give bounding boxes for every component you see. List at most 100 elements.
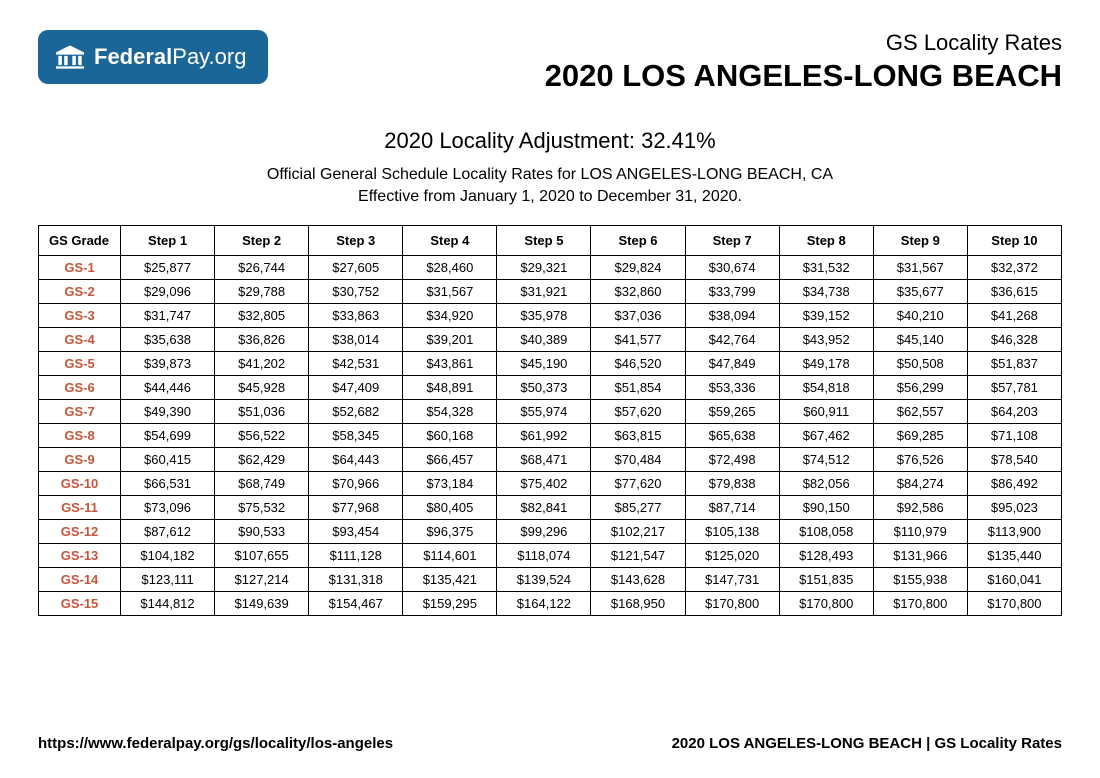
table-row: GS-12$87,612$90,533$93,454$96,375$99,296… <box>39 520 1062 544</box>
pay-table: GS Grade Step 1Step 2Step 3Step 4Step 5S… <box>38 225 1062 616</box>
pay-cell: $108,058 <box>779 520 873 544</box>
pay-cell: $127,214 <box>215 568 309 592</box>
pay-cell: $66,531 <box>121 472 215 496</box>
pay-cell: $39,201 <box>403 328 497 352</box>
pay-cell: $85,277 <box>591 496 685 520</box>
pay-cell: $59,265 <box>685 400 779 424</box>
table-row: GS-4$35,638$36,826$38,014$39,201$40,389$… <box>39 328 1062 352</box>
col-header-step: Step 8 <box>779 226 873 256</box>
grade-cell: GS-15 <box>39 592 121 616</box>
pay-cell: $45,190 <box>497 352 591 376</box>
pay-cell: $80,405 <box>403 496 497 520</box>
adjustment-line: 2020 Locality Adjustment: 32.41% <box>38 128 1062 154</box>
table-row: GS-6$44,446$45,928$47,409$48,891$50,373$… <box>39 376 1062 400</box>
pay-cell: $46,520 <box>591 352 685 376</box>
pay-cell: $144,812 <box>121 592 215 616</box>
pay-cell: $61,992 <box>497 424 591 448</box>
pay-cell: $147,731 <box>685 568 779 592</box>
pay-cell: $111,128 <box>309 544 403 568</box>
pay-cell: $105,138 <box>685 520 779 544</box>
table-row: GS-13$104,182$107,655$111,128$114,601$11… <box>39 544 1062 568</box>
table-row: GS-1$25,877$26,744$27,605$28,460$29,321$… <box>39 256 1062 280</box>
pay-cell: $56,299 <box>873 376 967 400</box>
pay-cell: $110,979 <box>873 520 967 544</box>
pay-cell: $139,524 <box>497 568 591 592</box>
pay-cell: $34,920 <box>403 304 497 328</box>
pay-cell: $96,375 <box>403 520 497 544</box>
pay-cell: $38,014 <box>309 328 403 352</box>
pay-cell: $32,860 <box>591 280 685 304</box>
pay-cell: $90,150 <box>779 496 873 520</box>
pay-cell: $73,096 <box>121 496 215 520</box>
pay-cell: $72,498 <box>685 448 779 472</box>
col-header-step: Step 10 <box>967 226 1061 256</box>
grade-cell: GS-5 <box>39 352 121 376</box>
pay-cell: $31,747 <box>121 304 215 328</box>
pay-cell: $32,805 <box>215 304 309 328</box>
logo-text: FederalPay.org <box>94 44 246 70</box>
subtitle: Official General Schedule Locality Rates… <box>38 164 1062 207</box>
pay-cell: $43,861 <box>403 352 497 376</box>
pay-cell: $54,328 <box>403 400 497 424</box>
grade-cell: GS-3 <box>39 304 121 328</box>
table-row: GS-7$49,390$51,036$52,682$54,328$55,974$… <box>39 400 1062 424</box>
pay-cell: $123,111 <box>121 568 215 592</box>
pay-cell: $151,835 <box>779 568 873 592</box>
col-header-step: Step 5 <box>497 226 591 256</box>
pay-cell: $57,620 <box>591 400 685 424</box>
pay-cell: $135,440 <box>967 544 1061 568</box>
footer-url: https://www.federalpay.org/gs/locality/l… <box>38 735 393 752</box>
pay-cell: $29,788 <box>215 280 309 304</box>
pay-cell: $74,512 <box>779 448 873 472</box>
pay-cell: $66,457 <box>403 448 497 472</box>
subtitle-line2: Effective from January 1, 2020 to Decemb… <box>358 188 742 205</box>
table-row: GS-10$66,531$68,749$70,966$73,184$75,402… <box>39 472 1062 496</box>
pay-cell: $31,567 <box>873 256 967 280</box>
pay-cell: $104,182 <box>121 544 215 568</box>
pay-cell: $168,950 <box>591 592 685 616</box>
pay-cell: $37,036 <box>591 304 685 328</box>
pay-cell: $47,409 <box>309 376 403 400</box>
col-header-step: Step 6 <box>591 226 685 256</box>
pay-cell: $143,628 <box>591 568 685 592</box>
pay-cell: $33,863 <box>309 304 403 328</box>
grade-cell: GS-2 <box>39 280 121 304</box>
pay-cell: $57,781 <box>967 376 1061 400</box>
pay-cell: $46,328 <box>967 328 1061 352</box>
table-row: GS-5$39,873$41,202$42,531$43,861$45,190$… <box>39 352 1062 376</box>
pay-cell: $41,577 <box>591 328 685 352</box>
pay-cell: $170,800 <box>967 592 1061 616</box>
pay-cell: $60,168 <box>403 424 497 448</box>
table-row: GS-9$60,415$62,429$64,443$66,457$68,471$… <box>39 448 1062 472</box>
footer-title: 2020 LOS ANGELES-LONG BEACH | GS Localit… <box>672 735 1062 752</box>
pay-cell: $56,522 <box>215 424 309 448</box>
grade-cell: GS-8 <box>39 424 121 448</box>
pay-cell: $36,826 <box>215 328 309 352</box>
pay-cell: $50,373 <box>497 376 591 400</box>
col-header-step: Step 7 <box>685 226 779 256</box>
grade-cell: GS-1 <box>39 256 121 280</box>
pay-cell: $135,421 <box>403 568 497 592</box>
pay-cell: $121,547 <box>591 544 685 568</box>
pay-cell: $78,540 <box>967 448 1061 472</box>
table-header-row: GS Grade Step 1Step 2Step 3Step 4Step 5S… <box>39 226 1062 256</box>
pay-cell: $86,492 <box>967 472 1061 496</box>
pay-cell: $51,854 <box>591 376 685 400</box>
pay-cell: $28,460 <box>403 256 497 280</box>
pay-cell: $52,682 <box>309 400 403 424</box>
col-header-step: Step 3 <box>309 226 403 256</box>
title-small: GS Locality Rates <box>545 30 1062 56</box>
grade-cell: GS-9 <box>39 448 121 472</box>
pay-cell: $69,285 <box>873 424 967 448</box>
pay-cell: $63,815 <box>591 424 685 448</box>
bank-icon <box>56 45 84 69</box>
pay-cell: $32,372 <box>967 256 1061 280</box>
pay-cell: $29,321 <box>497 256 591 280</box>
pay-cell: $93,454 <box>309 520 403 544</box>
subtitle-line1: Official General Schedule Locality Rates… <box>267 166 833 183</box>
pay-cell: $47,849 <box>685 352 779 376</box>
col-header-grade: GS Grade <box>39 226 121 256</box>
title-big: 2020 LOS ANGELES-LONG BEACH <box>545 58 1062 94</box>
pay-cell: $40,389 <box>497 328 591 352</box>
pay-cell: $27,605 <box>309 256 403 280</box>
